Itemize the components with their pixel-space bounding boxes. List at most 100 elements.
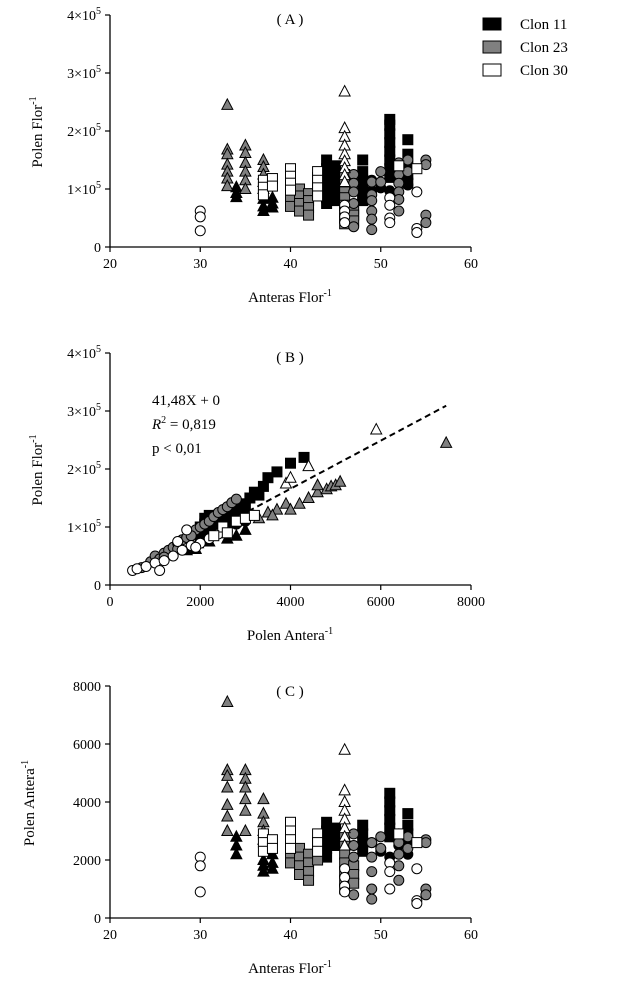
point-circle-gray xyxy=(402,166,414,178)
point-circle-white xyxy=(194,886,206,898)
point-circle-white xyxy=(131,563,143,575)
point-triangle-white xyxy=(338,838,351,851)
regression-equation: 41,48X + 0 xyxy=(152,393,220,409)
point-square-white xyxy=(257,189,269,201)
point-triangle-black xyxy=(257,203,270,217)
panel-c-x-tick-label: 20 xyxy=(103,928,117,943)
panel-c-ylabel-text: Polen Antera xyxy=(22,768,38,846)
point-triangle-black xyxy=(230,190,243,203)
panel-a-xlabel: Anteras Flor-1 xyxy=(248,288,332,306)
panel-a-y-tick-label: 2×105 xyxy=(67,122,101,140)
point-square-black xyxy=(402,808,414,820)
point-triangle-black xyxy=(266,861,279,874)
point-square-black xyxy=(402,177,414,189)
point-circle-gray xyxy=(366,883,378,895)
panel-c-ylabel: Polen Antera-1 xyxy=(20,760,38,846)
point-triangle-gray xyxy=(220,694,234,707)
point-circle-white xyxy=(411,863,423,875)
panel-b-y-tick-label: 0 xyxy=(94,579,101,594)
point-square-black xyxy=(262,472,274,484)
point-square-white xyxy=(393,828,405,840)
regression-line xyxy=(186,404,447,545)
point-triangle-gray xyxy=(293,496,306,509)
panel-c-x-tick-label: 60 xyxy=(464,928,478,943)
point-square-gray xyxy=(294,869,306,880)
point-circle-white xyxy=(411,227,423,238)
point-circle-gray xyxy=(420,159,432,171)
panel-c-y-tick-label: 4000 xyxy=(73,796,101,811)
point-triangle-gray xyxy=(270,502,284,515)
point-triangle-black xyxy=(257,864,270,877)
point-circle-white xyxy=(411,898,423,909)
point-square-black xyxy=(357,154,369,166)
point-triangle-gray xyxy=(311,478,324,491)
point-circle-gray xyxy=(393,205,405,217)
point-circle-gray xyxy=(366,195,378,207)
panel-a-y-tick-label: 4×105 xyxy=(67,6,101,24)
svg-text:Polen Flor-1: Polen Flor-1 xyxy=(28,96,46,167)
point-circle-gray xyxy=(366,224,378,236)
panel-c-x-tick-label: 40 xyxy=(284,928,298,943)
panel-b-title: ( B ) xyxy=(276,350,304,366)
panel-c-y-tick-label: 6000 xyxy=(73,738,101,753)
legend-swatch-clon11 xyxy=(482,17,502,31)
point-circle-white xyxy=(194,225,206,237)
panel-a: ( A ) Polen Flor-1 Anteras Flor-1 20 30 40… xyxy=(28,6,478,306)
panel-a-xlabel-text: Anteras Flor xyxy=(248,290,323,306)
point-triangle-gray xyxy=(239,823,252,836)
point-circle-gray xyxy=(348,840,360,851)
legend-swatch-clon23 xyxy=(482,40,502,54)
panel-c-y-tick-label: 0 xyxy=(94,912,101,927)
panel-a-ylabel-text: Polen Flor xyxy=(30,105,46,168)
panel-c-xlabel-sup: -1 xyxy=(324,959,332,970)
point-circle-gray xyxy=(393,874,405,886)
point-triangle-gray xyxy=(311,485,324,498)
legend-label-clon30: Clon 30 xyxy=(520,63,568,79)
point-square-black xyxy=(384,831,396,843)
panel-a-x-tick-label: 60 xyxy=(464,257,478,272)
point-circle-gray xyxy=(402,831,414,843)
point-square-black xyxy=(357,845,369,857)
panel-b-ylabel-sup: -1 xyxy=(28,434,39,442)
panel-c-xlabel-text: Anteras Flor xyxy=(248,961,323,977)
legend: Clon 11 Clon 23 Clon 30 xyxy=(482,17,568,79)
panel-c-y-tick-label: 2000 xyxy=(73,854,101,869)
panel-c-points xyxy=(194,694,432,909)
panel-a-x-tick-label: 40 xyxy=(284,257,298,272)
point-circle-gray xyxy=(375,831,387,843)
panel-b-ylabel: Polen Flor-1 xyxy=(28,434,46,505)
point-square-black xyxy=(402,134,414,146)
panel-a-x-tick-label: 30 xyxy=(193,257,207,272)
panel-b-x-tick-label: 8000 xyxy=(457,595,485,610)
point-triangle-white xyxy=(302,459,315,472)
point-square-white xyxy=(312,845,324,857)
point-triangle-gray xyxy=(333,474,347,487)
r-squared-sup: 2 xyxy=(161,415,166,426)
panel-c: ( C ) Polen Antera-1 Anteras Flor-1 20 30… xyxy=(20,680,478,977)
point-triangle-gray xyxy=(439,435,453,448)
point-square-white xyxy=(257,845,269,857)
point-circle-white xyxy=(181,524,193,536)
point-circle-gray xyxy=(366,893,378,905)
point-circle-white xyxy=(154,565,166,576)
point-circle-white xyxy=(194,860,206,872)
point-triangle-black xyxy=(230,847,243,860)
point-square-white xyxy=(411,837,423,849)
point-circle-gray xyxy=(348,851,360,863)
point-triangle-black xyxy=(230,528,243,541)
point-triangle-white xyxy=(279,476,293,489)
point-circle-gray xyxy=(366,176,378,188)
r-squared-value: = 0,819 xyxy=(166,417,216,433)
panel-b-y-tick-label: 1×105 xyxy=(67,518,101,536)
r-squared-label: R2 = 0,819 xyxy=(151,415,216,433)
point-circle-white xyxy=(384,199,396,211)
point-circle-gray xyxy=(393,193,405,205)
point-square-black xyxy=(285,457,296,469)
point-circle-white xyxy=(339,886,351,898)
point-circle-white xyxy=(172,536,184,547)
point-square-gray xyxy=(285,857,296,869)
panel-c-y-tick-label: 8000 xyxy=(73,680,101,695)
panel-a-ylabel-sup: -1 xyxy=(28,96,39,104)
point-circle-gray xyxy=(366,851,378,863)
point-circle-gray xyxy=(230,493,242,505)
